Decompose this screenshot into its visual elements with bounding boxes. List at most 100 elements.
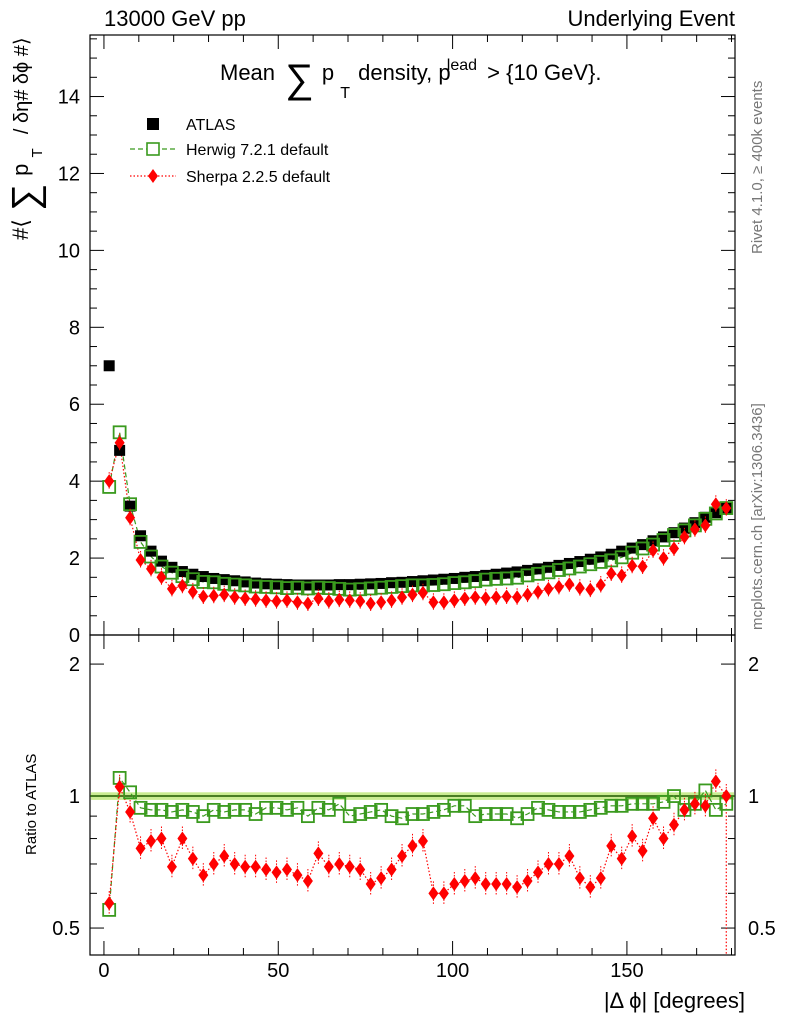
herwig-ratio-point [667,789,681,803]
herwig-ratio-point [269,800,284,815]
sherpa-ratio-point [627,829,638,844]
sherpa-point [512,590,523,605]
sherpa-point [585,582,596,597]
sherpa-ratio-point [208,856,219,871]
herwig-ratio-point [593,800,608,815]
sherpa-ratio-point [407,838,418,853]
atlas-point [407,576,418,588]
herwig-point [531,566,545,581]
herwig-ratio-point [175,802,190,817]
herwig-ratio-point [416,807,430,821]
x-axis-label: |Δ ϕ| [degrees] [604,988,745,1013]
herwig-ratio-point [123,785,137,800]
sherpa-ratio-point [250,859,261,874]
herwig-point [520,568,535,583]
atlas-point [271,578,283,590]
sherpa-ratio-point [710,774,721,789]
sherpa-ratio-point [292,868,303,883]
atlas-point [187,568,199,580]
herwig-ratio-point [562,805,577,819]
sherpa-ratio-point [428,886,439,901]
sherpa-ratio-point [459,874,470,889]
sherpa-point [229,590,240,605]
atlas-point [344,579,356,591]
herwig-ratio-point [635,796,650,811]
atlas-point [563,557,575,569]
atlas-point [396,576,408,588]
herwig-point [572,559,587,574]
herwig-ratio-point [384,809,399,824]
sherpa-ratio-point [543,856,554,871]
sherpa-ratio-point [219,848,230,863]
herwig-point [635,541,650,556]
sherpa-ratio-point [606,838,617,853]
sherpa-point [250,592,261,607]
sherpa-ratio-point [146,833,157,848]
legend-herwig-label: Herwig 7.2.1 default [186,142,329,159]
sherpa-ratio-point [417,833,428,848]
sherpa-ratio-point [595,871,606,886]
herwig-point [133,535,148,549]
herwig-ratio-point [572,805,587,819]
sherpa-ratio-point [522,874,533,889]
sherpa-point [595,578,606,592]
sherpa-point [721,501,732,516]
sherpa-point [564,577,575,592]
sherpa-ratio-point [261,862,272,877]
herwig-ratio-point [311,800,326,815]
herwig-ratio-line [108,776,727,910]
herwig-ratio-point [531,800,545,815]
sherpa-point [177,578,188,593]
sherpa-point [700,518,711,533]
sherpa-ratio-point [533,865,544,880]
herwig-ratio-point [165,805,179,819]
main-ylabel: #⟨ ∑ p T / δη# δϕ #⟩ [5,37,47,240]
herwig-point [436,577,451,592]
atlas-point [595,551,607,563]
legend-atlas-marker [147,118,159,130]
herwig-point [468,574,483,589]
herwig-ratio-point [227,802,242,817]
sherpa-ratio-point [648,811,659,826]
y-tick-label: 2 [69,548,80,570]
herwig-point [321,581,336,595]
sherpa-point [135,553,146,567]
atlas-point [250,577,262,589]
herwig-point [259,580,273,594]
atlas-point [365,578,377,590]
herwig-ratio-point [206,802,221,817]
atlas-point [710,507,722,519]
atlas-point [532,563,544,575]
herwig-point [478,572,493,587]
herwig-ratio-point [353,807,368,821]
sherpa-ratio-point [281,862,292,877]
ratio-y-tick-label: 0.5 [52,918,80,940]
atlas-point [302,579,314,591]
y-tick-label: 6 [69,394,80,416]
sherpa-point [365,596,376,611]
herwig-ratio-point [510,811,524,826]
atlas-point [208,572,220,584]
sherpa-ratio-point [177,831,188,846]
ratio-y-tick-label-right: 0.5 [748,918,776,940]
herwig-ratio-point [238,802,253,817]
atlas-point [490,568,502,580]
x-tick-label: 100 [436,960,469,982]
herwig-ratio-point [332,796,347,811]
ratio-y-tick-label-right: 2 [748,654,759,676]
atlas-point [239,576,251,588]
herwig-ratio-point [552,805,566,819]
sherpa-point [470,590,481,605]
sherpa-point [417,585,428,600]
sherpa-point [553,579,564,594]
sherpa-ratio-point [700,798,711,813]
sherpa-ratio-point [334,856,345,871]
sherpa-ratio-point [480,877,491,892]
header-analysis: Underlying Event [567,6,735,31]
sherpa-point [397,590,408,605]
x-tick-label: 150 [610,960,643,982]
sherpa-point [355,594,366,609]
sherpa-point [637,559,648,574]
atlas-point [260,578,272,590]
